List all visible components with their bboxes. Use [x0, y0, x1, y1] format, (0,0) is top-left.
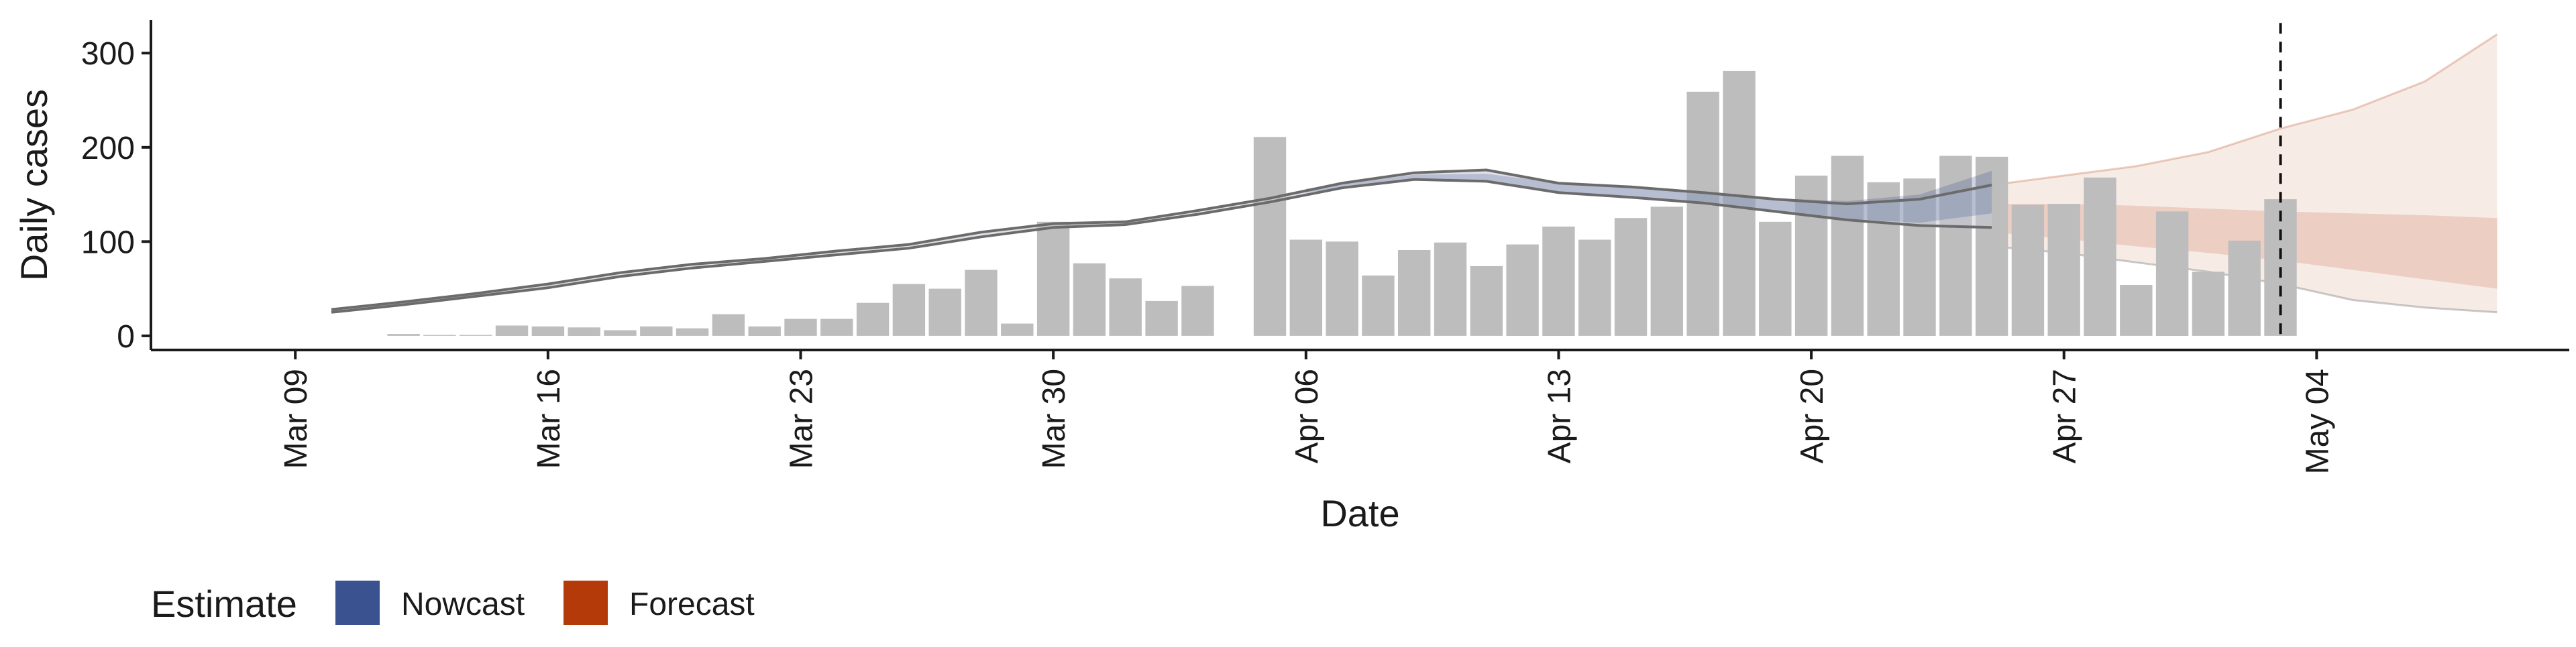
legend-forecast-swatch — [564, 581, 608, 625]
bar-2020-04-13 — [1542, 226, 1575, 336]
bar-2020-04-28 — [2084, 177, 2116, 336]
bar-2020-04-14 — [1578, 239, 1611, 336]
x-ticks: Mar 09 Mar 16 Mar 23 Mar 30 Apr 06 Apr 13 Apr … — [278, 350, 2335, 474]
x-tick-label-4: Apr 06 — [1289, 369, 1325, 463]
bar-2020-04-01 — [1109, 278, 1142, 336]
bar-2020-04-02 — [1145, 300, 1178, 336]
forecast-outer-band — [1992, 34, 2498, 312]
bar-2020-03-25 — [856, 302, 890, 336]
bar-2020-03-19 — [640, 326, 673, 336]
forecast-upper-edge — [1991, 33, 2498, 186]
bar-2020-04-24 — [1939, 156, 1972, 336]
axes-layer: 0 100 200 300 Mar 09 Mar 16 Mar 23 Mar 30 Apr 0… — [13, 20, 2569, 534]
bar-2020-04-03 — [1181, 286, 1214, 336]
bar-2020-04-19 — [1759, 221, 1792, 336]
x-tick-label-1: Mar 16 — [531, 369, 567, 469]
bar-2020-04-12 — [1506, 244, 1539, 336]
bar-2020-04-30 — [2155, 211, 2189, 336]
bar-2020-03-24 — [820, 318, 853, 336]
legend-nowcast-swatch — [335, 581, 380, 625]
bar-2020-03-21 — [712, 314, 745, 336]
bar-2020-04-05 — [1253, 137, 1287, 336]
legend: Estimate Nowcast Forecast — [151, 581, 755, 625]
bar-2020-03-31 — [1073, 263, 1106, 336]
x-tick-label-5: Apr 13 — [1542, 369, 1577, 463]
bar-2020-03-20 — [676, 328, 709, 336]
x-tick-label-3: Mar 30 — [1036, 369, 1072, 469]
estimate-lower-line — [331, 178, 1992, 314]
y-ticks: 0 100 200 300 — [81, 36, 151, 355]
bar-2020-05-02 — [2228, 240, 2261, 336]
x-tick-label-0: Mar 09 — [278, 369, 314, 469]
bar-2020-04-06 — [1289, 239, 1322, 336]
bar-2020-03-23 — [784, 318, 817, 336]
bar-2020-04-10 — [1434, 242, 1467, 336]
bar-2020-03-13 — [423, 335, 456, 336]
x-tick-label-8: May 04 — [2300, 369, 2335, 474]
y-tick-label-200: 200 — [81, 131, 135, 166]
bar-2020-03-27 — [928, 288, 961, 336]
bar-2020-04-26 — [2011, 204, 2045, 336]
y-axis-title: Daily cases — [13, 89, 55, 281]
x-tick-label-7: Apr 27 — [2047, 369, 2083, 463]
bar-2020-03-28 — [965, 270, 998, 336]
bar-2020-04-07 — [1326, 241, 1358, 336]
bar-2020-04-15 — [1614, 218, 1648, 336]
bar-2020-03-16 — [531, 326, 565, 336]
x-tick-label-2: Mar 23 — [784, 369, 820, 469]
bar-2020-04-16 — [1650, 207, 1683, 336]
legend-title: Estimate — [151, 583, 297, 625]
legend-nowcast-label: Nowcast — [401, 587, 525, 622]
bar-2020-03-18 — [604, 330, 637, 336]
bar-2020-03-26 — [892, 284, 926, 336]
line-layer — [331, 23, 2282, 338]
x-tick-label-6: Apr 20 — [1794, 369, 1830, 463]
bar-2020-05-01 — [2192, 272, 2225, 336]
y-tick-label-0: 0 — [117, 319, 135, 355]
legend-forecast-label: Forecast — [629, 587, 755, 622]
bar-2020-03-14 — [460, 335, 492, 336]
bar-2020-04-17 — [1686, 91, 1719, 336]
bar-2020-03-22 — [748, 326, 781, 336]
estimate-upper-line — [331, 168, 1992, 311]
bar-2020-03-12 — [387, 334, 420, 336]
bar-2020-04-27 — [2047, 204, 2080, 336]
y-tick-label-100: 100 — [81, 225, 135, 260]
bar-2020-03-17 — [568, 327, 600, 336]
bar-2020-03-30 — [1036, 221, 1070, 336]
bar-2020-04-29 — [2120, 285, 2153, 336]
bar-2020-03-15 — [495, 325, 529, 336]
x-axis-title: Date — [1320, 492, 1399, 534]
bar-2020-04-08 — [1362, 275, 1395, 336]
bar-2020-03-29 — [1001, 323, 1034, 336]
bar-2020-04-21 — [1831, 156, 1864, 336]
y-tick-label-300: 300 — [81, 36, 135, 72]
bar-2020-04-11 — [1470, 266, 1503, 336]
nowcast-band — [1305, 170, 1992, 223]
bar-2020-04-09 — [1398, 250, 1431, 336]
